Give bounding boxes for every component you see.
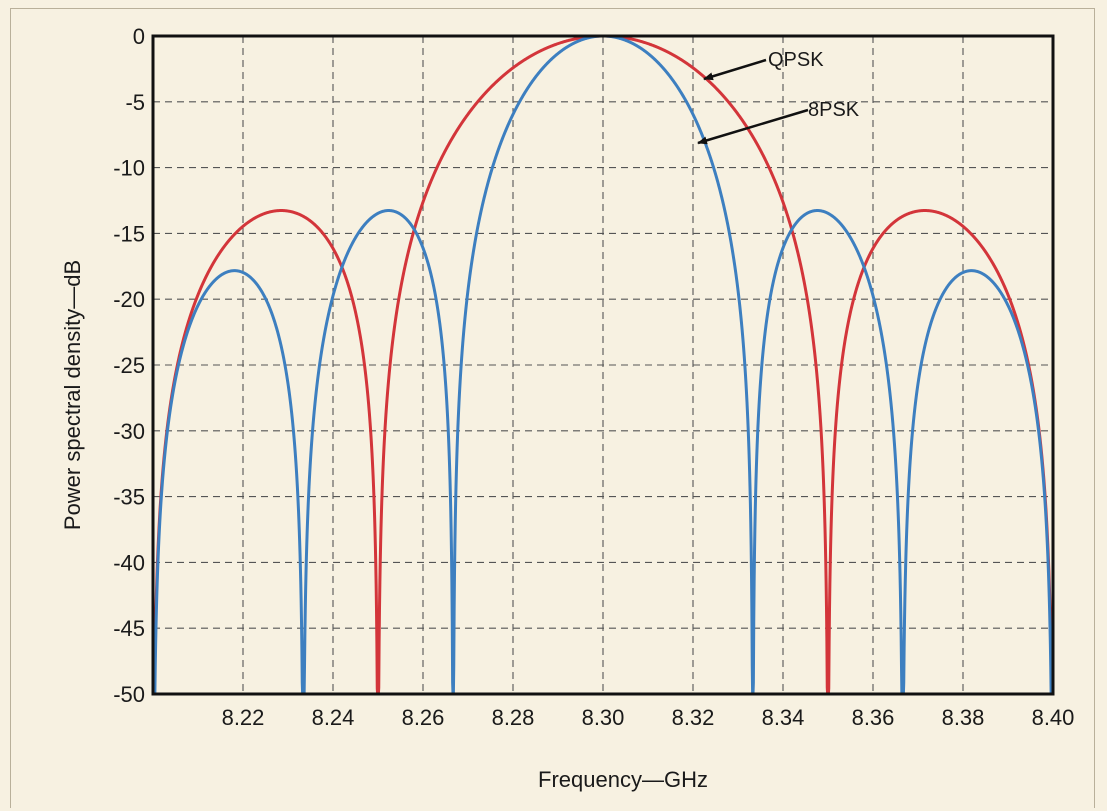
y-tick-label-5: -25	[113, 353, 145, 378]
x-tick-label-6: 8.34	[762, 705, 805, 730]
x-tick-label-9: 8.40	[1032, 705, 1075, 730]
x-tick-label-5: 8.32	[672, 705, 715, 730]
x-tick-labels: 8.22 8.24 8.26 8.28 8.30 8.32 8.34 8.36 8.38 8.40	[222, 705, 1075, 730]
x-tick-label-3: 8.28	[492, 705, 535, 730]
y-tick-label-7: -35	[113, 485, 145, 510]
y-tick-label-6: -30	[113, 419, 145, 444]
x-tick-label-8: 8.38	[942, 705, 985, 730]
y-tick-label-1: -5	[125, 90, 145, 115]
annotation-label-qpsk: QPSK	[768, 49, 824, 71]
y-tick-labels: 0 -5 -10 -15 -20 -25 -30 -35 -40 -45 -50	[113, 24, 145, 707]
x-tick-label-0: 8.22	[222, 705, 265, 730]
y-tick-label-2: -10	[113, 156, 145, 181]
x-tick-label-4: 8.30	[582, 705, 625, 730]
x-tick-label-7: 8.36	[852, 705, 895, 730]
annotation-arrow-qpsk	[703, 58, 767, 81]
y-tick-label-3: -15	[113, 221, 145, 246]
figure-frame	[10, 8, 1095, 808]
y-tick-label-4: -20	[113, 287, 145, 312]
y-axis-title: Power spectral density—dB	[60, 260, 85, 530]
y-tick-label-0: 0	[133, 24, 145, 49]
annotation-arrow-8psk	[697, 108, 809, 145]
annotations: QPSK 8PSK	[697, 49, 860, 145]
y-tick-label-10: -50	[113, 682, 145, 707]
y-tick-label-9: -45	[113, 616, 145, 641]
x-axis-title: Frequency—GHz	[538, 767, 708, 792]
x-tick-label-2: 8.26	[402, 705, 445, 730]
y-tick-label-8: -40	[113, 550, 145, 575]
x-tick-label-1: 8.24	[312, 705, 355, 730]
plot-border	[151, 34, 1055, 696]
grid-lines	[153, 36, 1053, 694]
annotation-label-8psk: 8PSK	[808, 99, 860, 121]
